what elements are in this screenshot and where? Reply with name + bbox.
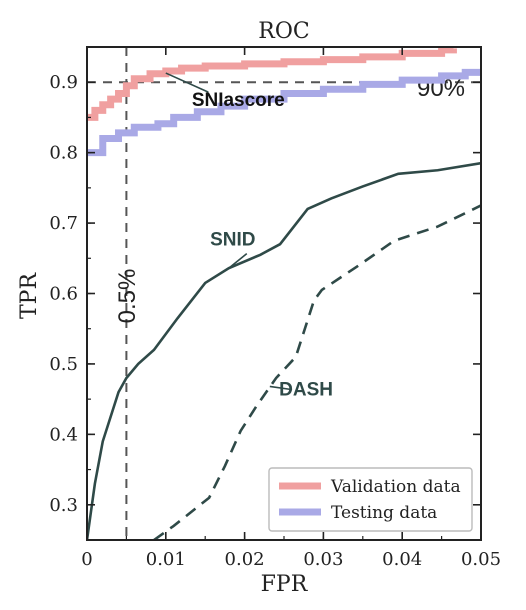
series-line-snid [87,161,481,540]
x-tick-label: 0.05 [461,549,501,570]
series-line-validation-data [87,47,457,121]
annotation-leader-sniascore [165,72,209,93]
x-tick-label: 0.02 [225,549,265,570]
legend-label-testing-data: Testing data [331,503,437,523]
legend-label-validation-data: Validation data [330,477,461,497]
series-line-testing-data [87,68,481,157]
reference-label-vertical: 0.5% [114,269,141,324]
plot-frame [86,46,482,541]
y-tick-label: 0.7 [49,213,78,234]
y-tick-label: 0.5 [49,354,78,375]
y-axis-label: TPR [17,272,42,319]
x-tick-label: 0.03 [303,549,343,570]
annotation-leader-snid [228,252,248,269]
series-line-dash [153,204,481,540]
y-tick-label: 0.9 [49,72,78,93]
x-tick-label: 0 [81,549,92,570]
x-axis-label: FPR [261,572,309,597]
series-layer [87,47,481,540]
x-tick-label: 0.01 [146,549,186,570]
y-tick-label: 0.8 [49,143,78,164]
annotations-layer: SNIascore SNID DASH [165,72,333,401]
y-tick-label: 0.6 [49,284,78,305]
reference-lines-layer: 90%0.5% [87,47,481,540]
annotation-label-sniascore: SNIascore [192,90,285,111]
y-tick-label: 0.4 [49,424,78,445]
annotation-label-dash: DASH [279,380,333,401]
axes-layer: 0 0.01 0.02 0.03 0.04 0.05 0.3 0.4 0.5 0.6 0.7 0.8 0… [49,46,501,570]
chart-title: ROC [258,19,309,44]
annotation-leader-dash [269,385,293,391]
x-tick-label: 0.04 [382,549,422,570]
y-tick-label: 0.3 [49,495,78,516]
annotation-label-snid: SNID [210,230,255,251]
legend: Validation data Testing data [268,467,473,532]
